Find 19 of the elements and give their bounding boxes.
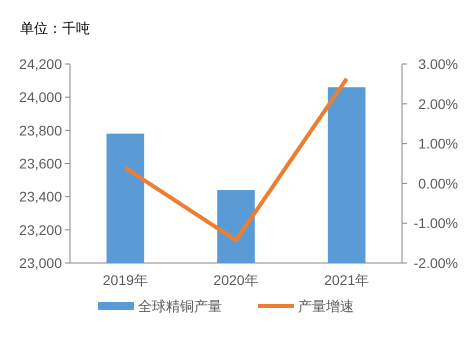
y2-tick-label: -2.00%: [414, 255, 458, 271]
y2-tick-label: 2.00%: [418, 96, 458, 112]
y2-tick-label: -1.00%: [414, 215, 458, 232]
y-tick-label: 23,000: [19, 255, 62, 271]
y-tick-label: 23,200: [19, 222, 62, 238]
y-tick-label: 24,000: [19, 89, 62, 106]
x-tick-label: 2021年: [324, 272, 370, 288]
legend-label: 全球精铜产量: [138, 298, 222, 314]
y2-tick-label: 3.00%: [418, 56, 458, 72]
y2-tick-label: 1.00%: [418, 136, 458, 152]
y-tick-label: 23,600: [19, 156, 62, 172]
chart-title: 单位：千吨: [20, 20, 90, 36]
y2-tick-label: 0.00%: [418, 175, 458, 192]
x-tick-label: 2020年: [213, 272, 259, 288]
y-tick-label: 23,800: [19, 122, 62, 138]
legend-label: 产量增速: [298, 298, 354, 314]
y-tick-label: 24,200: [19, 56, 62, 72]
x-tick-label: 2019年: [102, 272, 148, 288]
y-tick-label: 23,400: [19, 188, 62, 205]
